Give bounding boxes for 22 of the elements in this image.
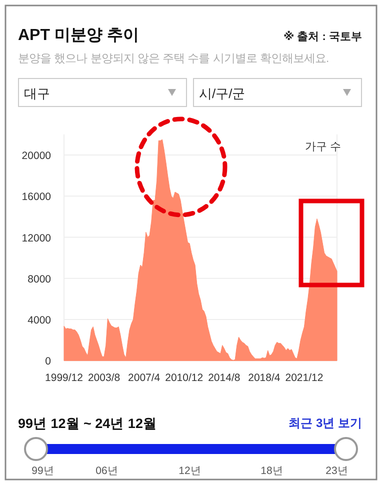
chart-title: APT 미분양 추이 <box>18 27 139 44</box>
y-axis-title: 가구 수 <box>304 141 342 153</box>
y-tick-label: 4000 <box>28 314 52 327</box>
y-tick-label: 0 <box>45 356 52 368</box>
x-tick-label: 2014/8 <box>208 372 240 384</box>
x-tick-label: 2007/4 <box>128 372 160 384</box>
y-tick-label: 12000 <box>22 232 52 244</box>
text: 최근 3년 보기 <box>288 416 362 430</box>
text: 99년 12월 ~ 24년 12월 <box>18 416 157 431</box>
x-tick-label: 2003/8 <box>88 372 120 384</box>
slider: 99년 06년 12년 18년 23년 <box>24 437 358 477</box>
dropdown: 대구 <box>18 78 187 107</box>
chart-subtitle: 분양을 했으나 분양되지 않은 주택 수를 시기별로 확인해보세요. <box>18 53 330 65</box>
y-tick-label: 20000 <box>22 150 52 162</box>
y-tick-label: 8000 <box>28 273 52 286</box>
y-tick-label: 16000 <box>22 191 52 204</box>
x-tick-label: 2018/4 <box>248 372 280 384</box>
x-tick-label: 2010/12 <box>165 372 204 384</box>
text: ※ 출처 : 국토부 <box>283 30 362 43</box>
dropdown: 시/구/군 <box>193 78 362 107</box>
x-tick-label: 2021/12 <box>285 372 324 384</box>
x-tick-label: 1999/12 <box>45 372 84 384</box>
